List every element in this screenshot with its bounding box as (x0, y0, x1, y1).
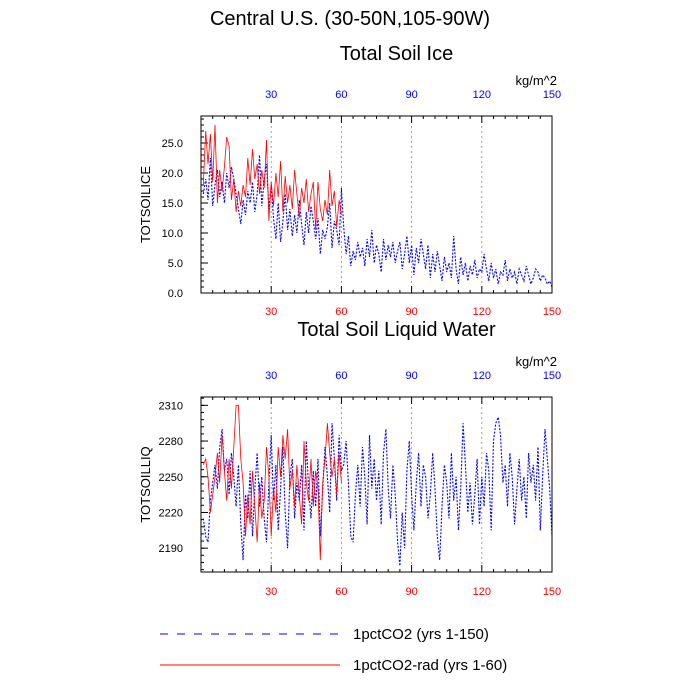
x-tick-label-bottom: 30 (265, 586, 277, 598)
y-tick-label: 20.0 (162, 168, 183, 180)
x-tick-label-bottom: 90 (405, 306, 417, 318)
chart-title: Total Soil Liquid Water (297, 319, 496, 341)
x-tick-label-top: 150 (543, 89, 561, 101)
x-tick-label-bottom: 30 (265, 306, 277, 318)
y-tick-label: 2310 (159, 400, 183, 412)
plot-frame (200, 396, 553, 573)
y-tick-label: 2220 (159, 507, 183, 519)
x-tick-label-bottom: 120 (473, 586, 491, 598)
series-line-red (202, 124, 342, 231)
legend: 1pctCO2 (yrs 1-150) 1pctCO2-rad (yrs 1-60… (160, 626, 507, 674)
chart-title: Total Soil Ice (340, 43, 453, 65)
x-tick-label-top: 60 (335, 89, 347, 101)
x-tick-label-top: 90 (405, 370, 417, 382)
x-tick-label-top: 60 (335, 370, 347, 382)
y-tick-label: 2250 (159, 472, 183, 484)
x-tick-label-bottom: 60 (335, 306, 347, 318)
x-tick-label-top: 30 (265, 370, 277, 382)
legend-label-2: 1pctCO2-rad (yrs 1-60) (353, 657, 507, 674)
x-tick-label-top: 150 (543, 370, 561, 382)
page-title: Central U.S. (30-50N,105-90W) (209, 8, 491, 30)
x-tick-label-bottom: 60 (335, 586, 347, 598)
series-line-red (202, 404, 342, 561)
y-tick-label: 25.0 (162, 138, 183, 150)
legend-label-1: 1pctCO2 (yrs 1-150) (353, 626, 489, 643)
x-tick-label-bottom: 90 (405, 586, 417, 598)
x-tick-label-top: 120 (473, 370, 491, 382)
x-tick-label-top: 90 (405, 89, 417, 101)
x-tick-label-top: 30 (265, 89, 277, 101)
x-tick-label-bottom: 150 (543, 586, 561, 598)
y-axis-label: TOTSOILLIQ (138, 446, 153, 522)
y-axis-label: TOTSOILICE (138, 166, 153, 243)
x-tick-label-bottom: 120 (473, 306, 491, 318)
plot-frame (200, 115, 553, 294)
y-tick-label: 15.0 (162, 198, 183, 210)
x-tick-label-bottom: 150 (543, 306, 561, 318)
series-line-blue (202, 415, 553, 567)
y-tick-label: 2280 (159, 436, 183, 448)
x-tick-label-top: 120 (473, 89, 491, 101)
y-tick-label: 0.0 (168, 288, 183, 300)
y-tick-label: 2190 (159, 543, 183, 555)
y-tick-label: 5.0 (168, 258, 183, 270)
chart-panel-2: Total Soil Liquid Water kg/m^2 2190 2220 225… (138, 319, 561, 598)
units-label: kg/m^2 (515, 73, 557, 88)
series-line-blue (202, 154, 553, 288)
y-tick-label: 10.0 (162, 228, 183, 240)
units-label: kg/m^2 (515, 354, 557, 369)
chart-panel-1: Total Soil Ice kg/m^2 0.0 5.0 10.0 15.0 20.0 25… (138, 43, 561, 318)
